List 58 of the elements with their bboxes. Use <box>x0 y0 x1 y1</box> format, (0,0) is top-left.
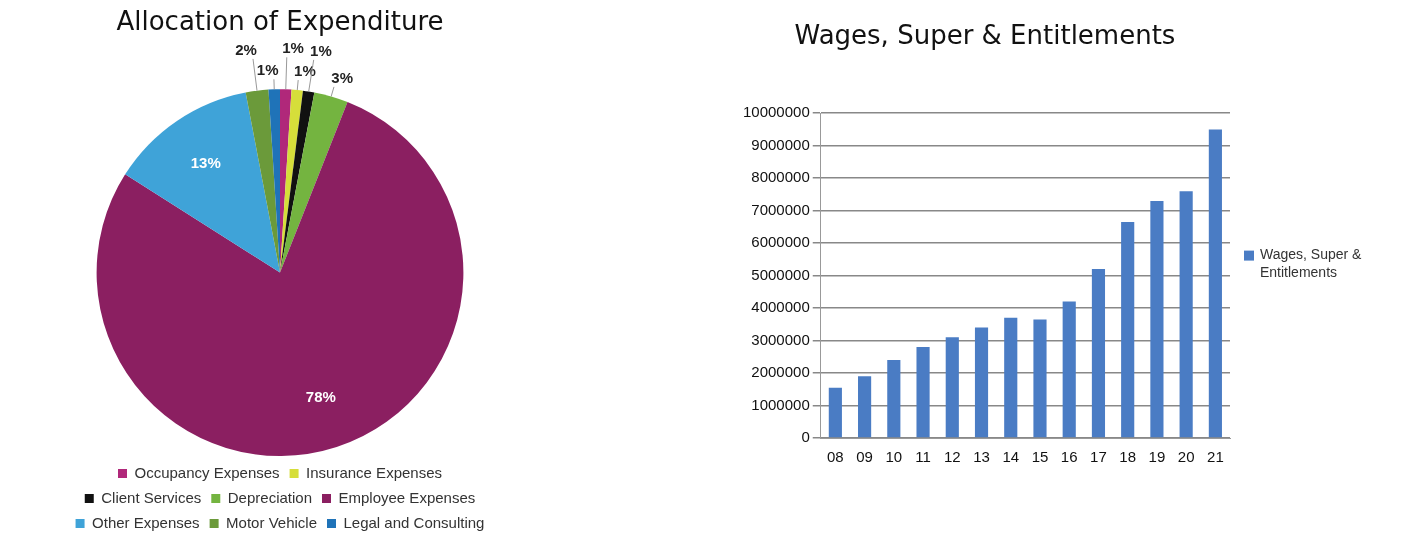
x-tick-label: 20 <box>1177 448 1195 466</box>
legend-label: Other Expenses <box>92 513 200 531</box>
bar <box>1150 200 1164 438</box>
bar <box>974 327 989 438</box>
bar <box>828 387 842 438</box>
y-tick-label: 9000000 <box>751 135 810 153</box>
data-label: 13% <box>190 153 221 171</box>
y-tick-label: 7000000 <box>751 200 810 218</box>
legend-label: Wages, Super & Entitlements <box>1260 246 1363 281</box>
bar <box>858 376 872 438</box>
legend-label: Motor Vehicle <box>226 513 318 531</box>
data-label: 78% <box>305 388 336 406</box>
bar <box>1121 222 1135 438</box>
bar <box>1033 319 1047 438</box>
bar <box>1208 129 1222 438</box>
y-tick-label: 2000000 <box>751 363 810 381</box>
data-label: 1% <box>310 42 332 60</box>
legend-label: Legal and Consulting <box>343 513 485 531</box>
data-label: 1% <box>256 61 279 79</box>
data-label: 3% <box>331 69 354 87</box>
data-label: 1% <box>282 39 304 57</box>
x-tick-label: 16 <box>1060 448 1078 466</box>
y-tick-label: 1000000 <box>751 395 810 413</box>
x-tick-label: 12 <box>943 448 961 466</box>
x-tick-label: 15 <box>1031 448 1049 466</box>
x-tick-label: 14 <box>1002 448 1020 466</box>
x-tick-label: 21 <box>1207 448 1224 466</box>
y-tick-label: 0 <box>801 428 810 446</box>
x-tick-label: 18 <box>1119 448 1137 466</box>
x-tick-label: 17 <box>1090 448 1107 466</box>
legend-label: Insurance Expenses <box>306 463 442 481</box>
y-tick-label: 8000000 <box>751 168 810 186</box>
y-tick-label: 10000000 <box>742 103 810 121</box>
bar <box>916 347 930 438</box>
chart-title: Wages, Super & Entitlements <box>794 20 1176 51</box>
data-label: 2% <box>235 41 257 59</box>
bar <box>1004 317 1018 438</box>
x-tick-label: 11 <box>915 448 931 466</box>
bar <box>887 360 901 438</box>
legend-label: Occupancy Expenses <box>134 463 280 481</box>
x-tick-label: 09 <box>856 448 873 466</box>
x-tick-label: 08 <box>827 448 844 466</box>
x-tick-label: 13 <box>973 448 990 466</box>
bar <box>945 337 959 438</box>
y-tick-label: 6000000 <box>751 233 810 251</box>
y-tick-label: 3000000 <box>751 330 810 348</box>
data-label: 1% <box>294 62 316 80</box>
bar <box>1062 301 1076 438</box>
bar <box>1179 191 1193 438</box>
legend-label: Employee Expenses <box>338 488 476 506</box>
y-tick-label: 5000000 <box>751 265 810 283</box>
x-tick-label: 19 <box>1148 448 1166 466</box>
chart-title: Allocation of Expenditure <box>116 6 444 37</box>
x-tick-label: 10 <box>885 448 903 466</box>
legend-label: Client Services <box>101 488 202 506</box>
bar <box>1091 269 1106 438</box>
y-tick-label: 4000000 <box>751 298 810 316</box>
legend-label: Depreciation <box>227 488 313 506</box>
